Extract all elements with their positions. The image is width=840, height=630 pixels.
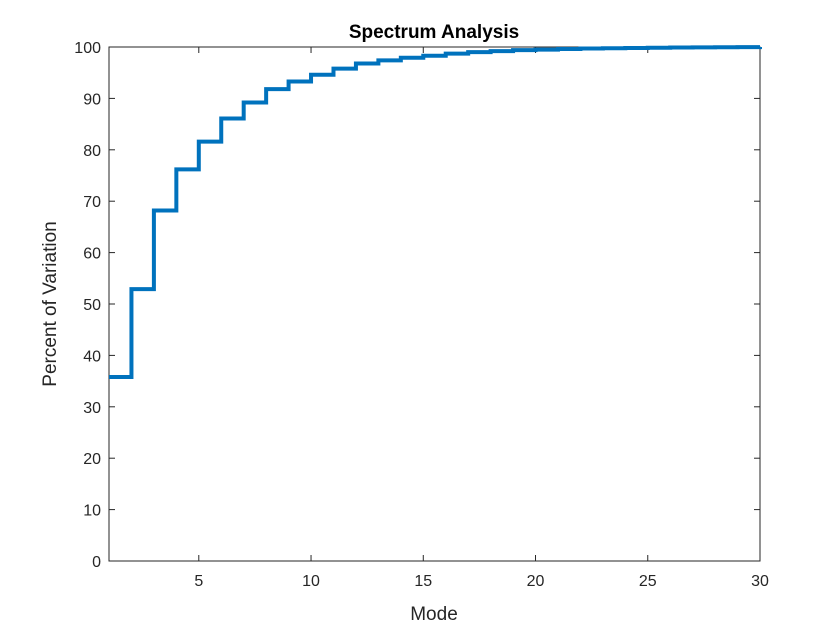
y-tick-label: 30 [83, 400, 101, 417]
y-tick-label: 50 [83, 297, 101, 314]
y-tick-label: 90 [83, 91, 101, 108]
y-tick-label: 60 [83, 246, 101, 263]
chart-title: Spectrum Analysis [349, 22, 519, 43]
x-tick-label: 20 [527, 573, 545, 590]
x-tick-label: 25 [639, 573, 657, 590]
x-tick-label: 10 [302, 573, 320, 590]
x-tick-label: 5 [194, 573, 203, 590]
y-tick-label: 100 [74, 40, 101, 57]
y-tick-label: 40 [83, 348, 101, 365]
y-axis-label: Percent of Variation [40, 221, 61, 386]
x-axis-label: Mode [410, 604, 458, 625]
y-tick-label: 80 [83, 143, 101, 160]
x-tick-label: 15 [414, 573, 432, 590]
y-tick-label: 10 [83, 503, 101, 520]
y-tick-label: 20 [83, 451, 101, 468]
y-tick-label: 70 [83, 194, 101, 211]
plot-area: 5 10 15 20 25 30 0 10 20 30 40 50 60 70 80 90 100 [74, 40, 769, 590]
series-line [109, 45, 762, 379]
x-tick-label: 30 [751, 573, 769, 590]
y-tick-label: 0 [92, 554, 101, 571]
